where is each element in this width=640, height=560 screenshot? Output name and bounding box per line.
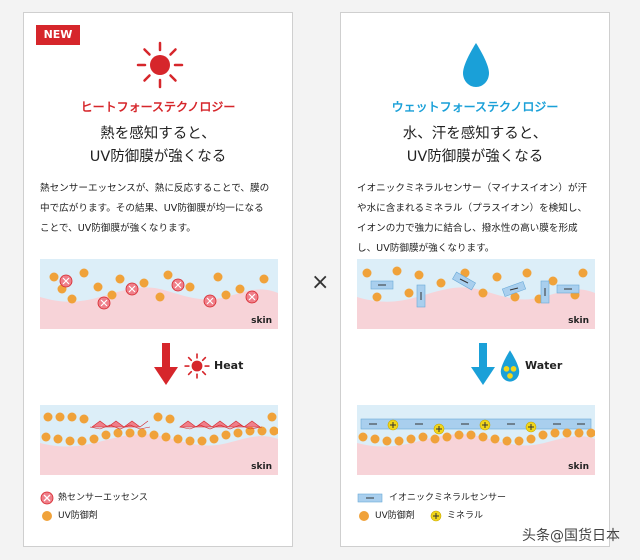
wet-headline-line1: 水、汗を感知すると、: [402, 126, 548, 142]
heat-description-line: ことで、UV防御膜が強くなります。: [40, 223, 196, 234]
down-arrow-icon: [154, 343, 178, 385]
heat-sun-icon: [184, 353, 210, 379]
legend-label: UV防御剤: [375, 511, 415, 521]
heat-after-diagram: skin: [40, 405, 278, 475]
legend-label: ミネラル: [447, 511, 484, 521]
wet-headline-line2: UV防御膜が強くなる: [406, 149, 544, 165]
heat-sensor-icon: [40, 491, 54, 505]
heat-tech-title: ヒートフォーステクノロジー: [80, 100, 236, 114]
heat-description: 熱センサーエッセンスが、熱に反応することで、膜の 中で広がります。その結果、UV…: [40, 179, 280, 239]
wet-description-line: イオニックミネラルセンサー（マイナスイオン）が汗: [357, 183, 588, 194]
heat-description-line: 中で広がります。その結果、UV防御膜が均一になる: [40, 203, 264, 214]
heat-headline-line1: 熱を感知すると、: [100, 126, 216, 142]
wet-before-diagram: skin: [357, 259, 595, 329]
water-drop-icon: [463, 43, 489, 87]
watermark: 头条@国货日本: [522, 528, 620, 544]
wet-description-line: し、UV防御膜が強くなります。: [357, 243, 495, 254]
wet-after-diagram: skin: [357, 405, 595, 475]
ionic-sensor-icon: [357, 493, 383, 503]
skin-label: skin: [568, 316, 589, 326]
skin-label: skin: [251, 316, 272, 326]
mineral-water-drop-icon: [500, 350, 520, 382]
wet-tech-title: ウェットフォーステクノロジー: [391, 100, 559, 114]
wet-headline: 水、汗を感知すると、 UV防御膜が強くなる: [341, 123, 609, 169]
down-arrow-icon: [471, 343, 495, 385]
skin-label: skin: [568, 462, 589, 472]
wet-description: イオニックミネラルセンサー（マイナスイオン）が汗 や水に含まれるミネラル（プラス…: [357, 179, 597, 259]
times-symbol: ×: [311, 270, 330, 295]
uv-agent-icon: [42, 511, 52, 521]
wet-force-panel: ウェットフォーステクノロジー 水、汗を感知すると、 UV防御膜が強くなる イオニ…: [340, 12, 610, 547]
heat-description-line: 熱センサーエッセンスが、熱に反応することで、膜の: [40, 183, 270, 194]
heat-before-diagram: skin: [40, 259, 278, 329]
legend-label: イオニックミネラルセンサー: [389, 493, 507, 503]
sun-icon: [136, 41, 184, 89]
water-label: Water: [525, 359, 563, 372]
mineral-icon: [430, 510, 442, 522]
heat-headline: 熱を感知すると、 UV防御膜が強くなる: [24, 123, 292, 169]
heat-label: Heat: [214, 359, 244, 372]
wet-description-line: イオンの力で強力に結合し、撥水性の高い膜を形成: [357, 223, 578, 234]
heat-headline-line2: UV防御膜が強くなる: [89, 149, 227, 165]
skin-label: skin: [251, 462, 272, 472]
legend-label: 熱センサーエッセンス: [58, 493, 148, 503]
heat-force-panel: NEW ヒートフォーステクノロジー 熱を感知すると、 UV防御膜が強くなる 熱セ…: [23, 12, 293, 547]
legend-label: UV防御剤: [58, 511, 98, 521]
wet-description-line: や水に含まれるミネラル（プラスイオン）を検知し、: [357, 203, 588, 214]
uv-agent-icon: [359, 511, 369, 521]
new-badge: NEW: [36, 25, 80, 45]
